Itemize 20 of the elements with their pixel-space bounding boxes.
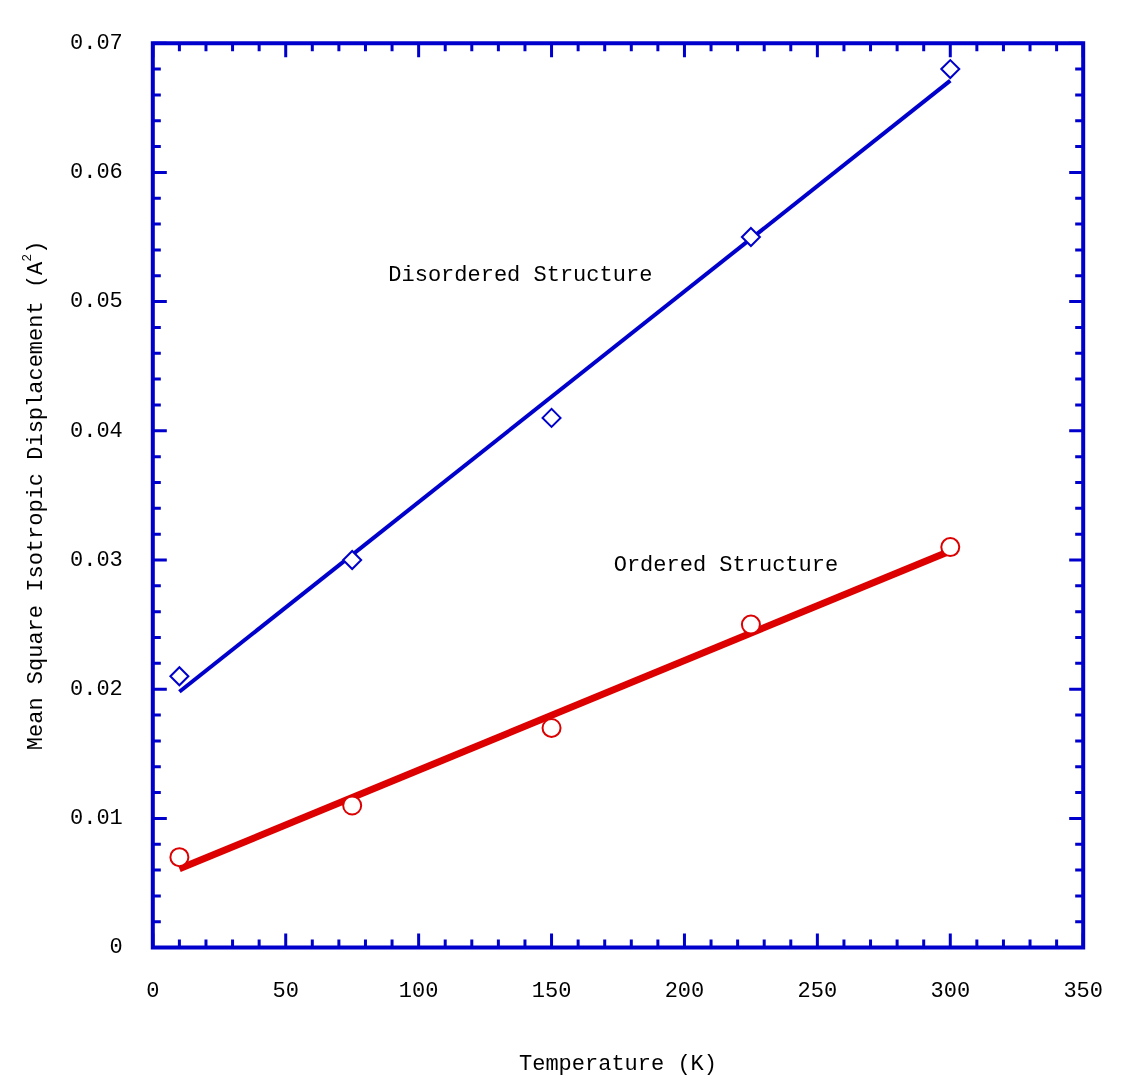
x-tick-label: 150 [531,978,572,1004]
y-tick-label: 0 [109,935,123,961]
annotation: Disordered Structure [388,263,653,289]
y-axis-title: Mean Square Isotropic Displacement (A2) [19,240,49,751]
y-tick-label: 0.01 [70,806,123,832]
x-tick-label: 350 [1063,978,1103,1004]
x-tick-label: 300 [930,978,971,1004]
annotation: Ordered Structure [613,552,839,578]
x-tick-label: 250 [797,978,838,1004]
y-tick-label: 0.05 [70,289,123,315]
y-tick-label: 0.06 [70,160,123,186]
x-tick-label: 0 [146,978,160,1004]
x-tick-label: 200 [664,978,705,1004]
y-tick-label: 0.02 [70,677,123,703]
y-tick-label: 0.04 [70,418,123,444]
x-tick-label: 100 [398,978,439,1004]
x-tick-label: 50 [272,978,299,1004]
y-tick-label: 0.07 [70,31,123,57]
x-axis-title: Temperature (K) [518,1051,718,1077]
y-tick-label: 0.03 [70,547,123,573]
